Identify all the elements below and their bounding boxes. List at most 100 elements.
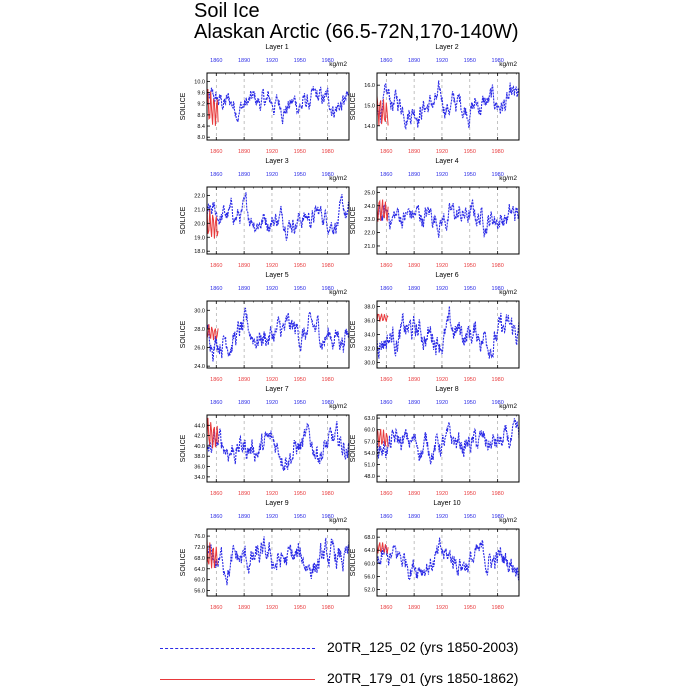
x-tick-label-bottom: 1980 <box>322 263 334 269</box>
x-tick-label-top: 1860 <box>380 172 392 178</box>
y-tick-label: 38.0 <box>194 454 205 460</box>
y-tick-label: 22.0 <box>194 193 205 199</box>
x-tick-label-bottom: 1980 <box>322 491 334 497</box>
series-20TR_179_01-line <box>376 428 389 448</box>
x-tick-label-top: 1890 <box>238 58 250 64</box>
y-tick-label: 18.0 <box>194 249 205 255</box>
x-tick-label-top: 1890 <box>408 514 420 520</box>
panel-title: Layer 9 <box>265 500 288 507</box>
x-tick-label-bottom: 1890 <box>238 605 250 611</box>
panel-title: Layer 10 <box>433 500 460 507</box>
y-tick-label: 22.0 <box>364 231 375 237</box>
series-20TR_179_01-line <box>206 417 219 449</box>
y-tick-label: 57.0 <box>364 439 375 445</box>
x-tick-label-bottom: 1860 <box>380 605 392 611</box>
series-20TR_125_02-line <box>376 418 520 465</box>
units-label: kg/m2 <box>499 175 517 182</box>
y-tick-label: 32.0 <box>364 346 375 352</box>
y-tick-label: 56.0 <box>194 589 205 595</box>
x-tick-label-top: 1950 <box>464 172 476 178</box>
y-tick-label: 68.0 <box>364 535 375 541</box>
panel-title: Layer 4 <box>435 158 458 165</box>
panel-layer-2: Layer 2 kg/m2 14.0 15.0 16.0 SOILICE 1860 1890 1… <box>350 44 520 155</box>
y-tick-label: 54.0 <box>364 451 375 457</box>
x-tick-label-top: 1980 <box>322 286 334 292</box>
x-tick-label-bottom: 1980 <box>492 377 504 383</box>
x-tick-label-bottom: 1890 <box>238 377 250 383</box>
y-tick-label: 34.0 <box>364 333 375 339</box>
x-tick-label-top: 1890 <box>238 172 250 178</box>
panel-title: Layer 1 <box>265 44 288 51</box>
x-tick-label-bottom: 1920 <box>266 491 278 497</box>
y-tick-label: 8.0 <box>197 135 205 141</box>
x-tick-label-bottom: 1890 <box>238 149 250 155</box>
series-20TR_179_01-line <box>206 88 219 126</box>
panel-layer-5: Layer 5 kg/m2 24.0 26.0 28.0 30.0 SOILICE 1860 1… <box>180 272 350 383</box>
y-tick-label: 9.6 <box>197 91 205 97</box>
x-tick-label-top: 1890 <box>408 400 420 406</box>
x-tick-label-top: 1920 <box>436 172 448 178</box>
x-tick-label-bottom: 1980 <box>322 605 334 611</box>
x-tick-label-bottom: 1860 <box>380 263 392 269</box>
units-label: kg/m2 <box>499 403 517 410</box>
x-tick-label-top: 1950 <box>294 58 306 64</box>
x-tick-label-top: 1920 <box>436 58 448 64</box>
x-tick-label-bottom: 1950 <box>294 263 306 269</box>
x-tick-label-top: 1950 <box>294 286 306 292</box>
legend-label: 20TR_125_02 (yrs 1850-2003) <box>327 639 519 655</box>
x-tick-label-top: 1950 <box>294 400 306 406</box>
x-tick-label-top: 1980 <box>322 400 334 406</box>
x-tick-label-top: 1980 <box>492 400 504 406</box>
y-tick-label: 72.0 <box>194 545 205 551</box>
x-tick-label-top: 1890 <box>408 172 420 178</box>
x-tick-label-top: 1890 <box>238 286 250 292</box>
y-tick-label: 60.0 <box>364 561 375 567</box>
y-axis-label: SOILICE <box>350 206 357 234</box>
y-tick-label: 44.0 <box>194 423 205 429</box>
series-20TR_179_01-line <box>206 324 219 341</box>
y-tick-label: 60.0 <box>194 578 205 584</box>
panel-layer-6: Layer 6 kg/m2 30.0 32.0 34.0 36.0 38.0 SOILICE 1… <box>350 272 520 383</box>
y-tick-label: 40.0 <box>194 444 205 450</box>
x-tick-label-bottom: 1890 <box>408 605 420 611</box>
x-tick-label-top: 1920 <box>266 514 278 520</box>
x-tick-label-top: 1860 <box>380 514 392 520</box>
x-tick-label-top: 1950 <box>464 286 476 292</box>
series-20TR_125_02-line <box>206 192 350 241</box>
x-tick-label-top: 1860 <box>210 58 222 64</box>
x-tick-label-top: 1920 <box>436 400 448 406</box>
plot-frame <box>376 414 520 483</box>
panel-title: Layer 2 <box>435 44 458 51</box>
panel-title: Layer 5 <box>265 272 288 279</box>
panel-layer-8: Layer 8 kg/m2 48.0 51.0 54.0 57.0 60.0 63.0 SOIL… <box>350 386 520 497</box>
x-tick-label-top: 1980 <box>322 514 334 520</box>
y-tick-label: 60.0 <box>364 428 375 434</box>
x-tick-label-top: 1950 <box>294 514 306 520</box>
y-tick-label: 23.0 <box>364 217 375 223</box>
x-tick-label-bottom: 1950 <box>464 149 476 155</box>
panel-layer-3: Layer 3 kg/m2 18.0 19.0 20.0 21.0 22.0 SOILICE 1… <box>180 158 350 269</box>
x-tick-label-bottom: 1920 <box>436 149 448 155</box>
x-tick-label-top: 1890 <box>238 400 250 406</box>
panel-layer-9: Layer 9 kg/m2 56.0 60.0 64.0 68.0 72.0 76.0 SOIL… <box>180 500 350 611</box>
y-tick-label: 42.0 <box>194 434 205 440</box>
y-axis-label: SOILICE <box>350 548 357 576</box>
x-tick-label-top: 1920 <box>266 58 278 64</box>
x-tick-label-bottom: 1950 <box>294 149 306 155</box>
x-tick-label-top: 1980 <box>492 58 504 64</box>
x-tick-label-bottom: 1950 <box>464 605 476 611</box>
x-tick-label-top: 1860 <box>380 400 392 406</box>
units-label: kg/m2 <box>499 517 517 524</box>
x-tick-label-bottom: 1920 <box>436 491 448 497</box>
panel-title: Layer 3 <box>265 158 288 165</box>
y-axis-label: SOILICE <box>350 320 357 348</box>
plot-frame <box>206 300 350 369</box>
series-20TR_125_02-line <box>376 198 520 239</box>
series-20TR_125_02-line <box>376 306 520 359</box>
x-tick-label-bottom: 1890 <box>238 491 250 497</box>
x-tick-label-bottom: 1860 <box>380 491 392 497</box>
y-tick-label: 36.0 <box>194 465 205 471</box>
units-label: kg/m2 <box>329 517 347 524</box>
y-tick-label: 51.0 <box>364 463 375 469</box>
